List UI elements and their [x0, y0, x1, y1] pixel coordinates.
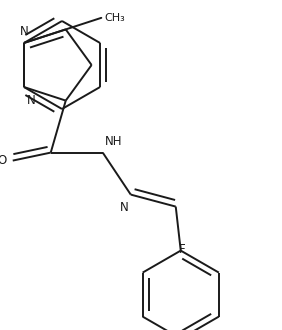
Text: N: N — [120, 201, 129, 214]
Text: F: F — [179, 243, 185, 256]
Text: NH: NH — [105, 135, 122, 148]
Text: CH₃: CH₃ — [104, 13, 125, 23]
Text: N: N — [19, 25, 28, 38]
Text: N: N — [27, 94, 36, 107]
Text: O: O — [0, 154, 7, 167]
